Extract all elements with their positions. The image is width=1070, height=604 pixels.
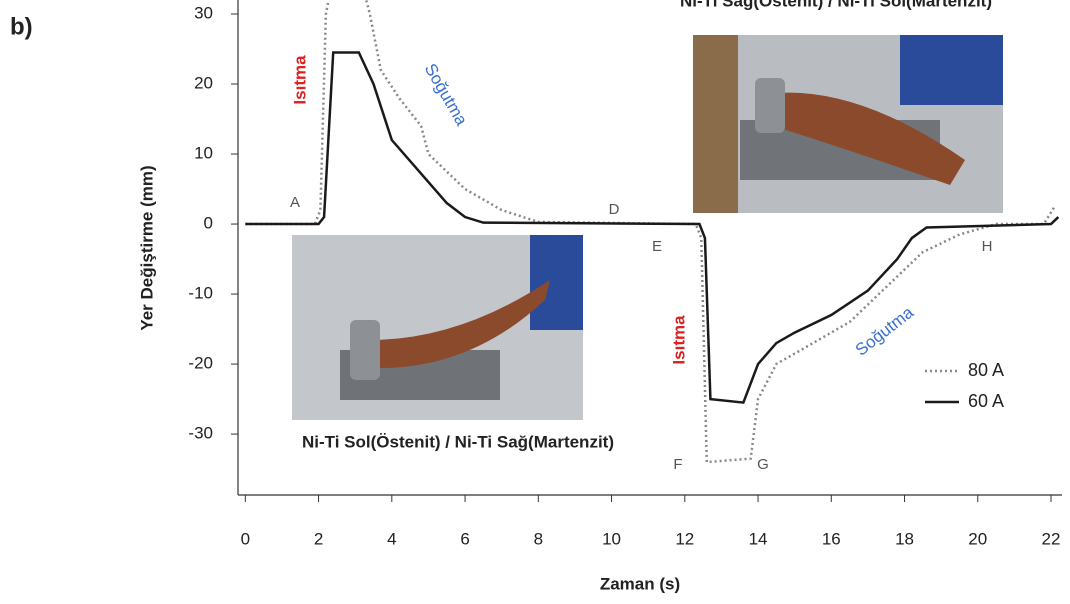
y-tick-label: 10 bbox=[194, 144, 213, 163]
x-tick-label: 22 bbox=[1042, 529, 1061, 548]
x-axis-title: Zaman (s) bbox=[600, 574, 680, 593]
y-tick-label: -20 bbox=[188, 354, 213, 373]
annotation: Soğutma bbox=[421, 60, 472, 129]
x-tick-label: 10 bbox=[602, 529, 621, 548]
y-tick-label: 30 bbox=[194, 3, 213, 22]
legend-label: 60 A bbox=[968, 391, 1004, 411]
annotation: Ni-Ti Sol(Östenit) / Ni-Ti Sağ(Martenzit… bbox=[302, 432, 614, 451]
annotation: D bbox=[609, 201, 620, 218]
annotation: E bbox=[652, 238, 662, 255]
x-tick-label: 16 bbox=[822, 529, 841, 548]
x-tick-label: 8 bbox=[534, 529, 543, 548]
y-axis-title: Yer Değiştirme (mm) bbox=[137, 165, 156, 330]
annotation: G bbox=[757, 456, 769, 473]
photo-bottom bbox=[292, 235, 583, 420]
y-tick-label: -10 bbox=[188, 284, 213, 303]
annotation: F bbox=[673, 456, 682, 473]
annotation: H bbox=[982, 238, 993, 255]
annotation: Isıtma bbox=[290, 55, 309, 105]
annotation: Ni-Ti Sağ(Östenit) / Ni-Ti Sol(Martenzit… bbox=[680, 0, 992, 10]
chart: b) Zaman (s) Yer Değiştirme (mm) 0 2 4 6 8 10… bbox=[0, 0, 1070, 604]
x-tick-label: 14 bbox=[749, 529, 768, 548]
panel-label: b) bbox=[10, 13, 33, 40]
annotation: A bbox=[290, 194, 300, 211]
legend-label: 80 A bbox=[968, 360, 1004, 380]
y-tick-label: -30 bbox=[188, 424, 213, 443]
y-tick-label: 20 bbox=[194, 74, 213, 93]
annotation: Isıtma bbox=[669, 315, 688, 365]
x-tick-label: 6 bbox=[460, 529, 469, 548]
x-tick-label: 2 bbox=[314, 529, 323, 548]
y-tick-label: 0 bbox=[204, 214, 213, 233]
x-tick-label: 12 bbox=[675, 529, 694, 548]
x-tick-label: 0 bbox=[241, 529, 250, 548]
x-tick-label: 20 bbox=[968, 529, 987, 548]
x-tick-label: 4 bbox=[387, 529, 396, 548]
x-tick-label: 18 bbox=[895, 529, 914, 548]
photo-top bbox=[693, 35, 1003, 213]
